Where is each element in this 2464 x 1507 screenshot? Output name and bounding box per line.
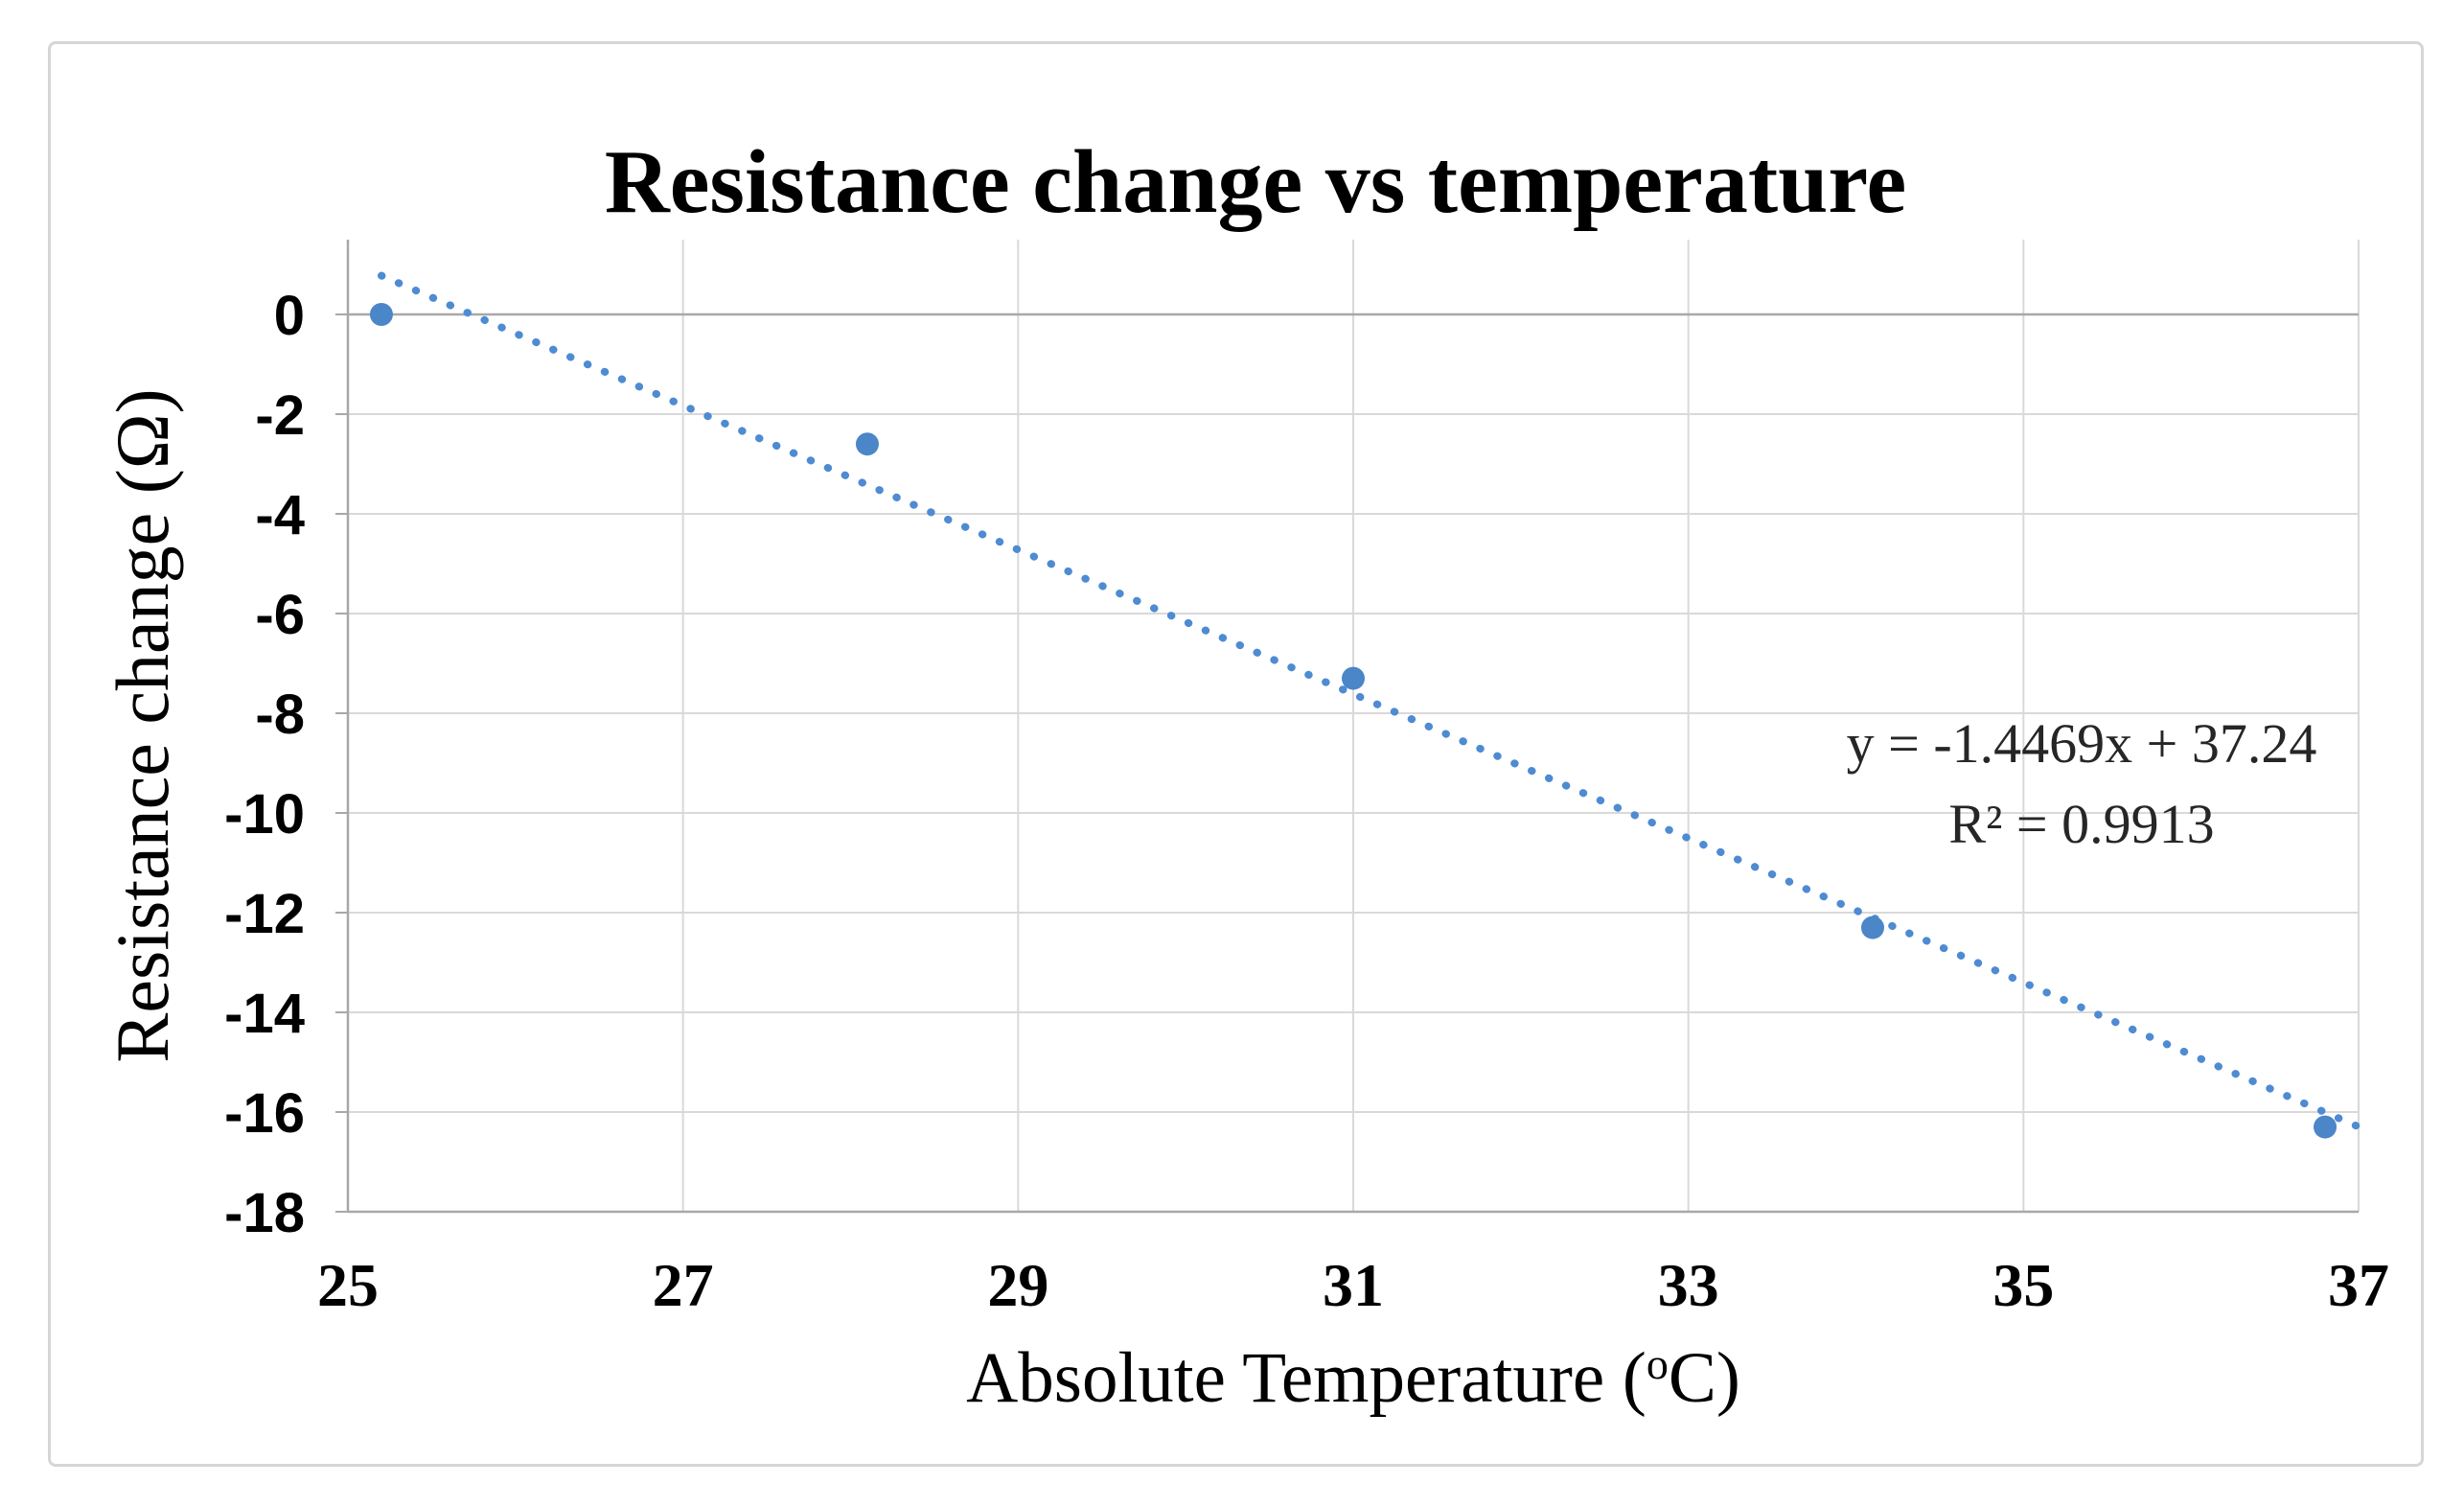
y-tick-label--16: -16 (224, 1082, 305, 1145)
x-axis-title: Absolute Temperature (oC) (966, 1338, 1740, 1418)
y-tick-label--6: -6 (255, 584, 305, 646)
y-tick-label--14: -14 (224, 983, 305, 1045)
x-tick-label-35: 35 (1992, 1251, 2054, 1319)
data-point-2 (855, 432, 879, 456)
data-point-3 (1342, 666, 1365, 690)
y-tick-label--4: -4 (255, 484, 305, 546)
trendline-equation-r-squared: R² = 0.9913 (1948, 793, 2215, 855)
chart-frame (48, 41, 2424, 1467)
y-tick-label-0: 0 (274, 285, 305, 347)
y-tick-label--2: -2 (255, 384, 305, 447)
y-axis-title: Resistance change (Ω) (101, 388, 184, 1062)
x-tick-label-37: 37 (2328, 1251, 2389, 1319)
x-tick-label-31: 31 (1323, 1251, 1384, 1319)
trendline (377, 271, 2362, 1131)
trendline-equation-formula: y = -1.4469x + 37.24 (1846, 712, 2317, 775)
trendline-equation: y = -1.4469x + 37.24 R² = 0.9913 (1785, 704, 2379, 865)
x-tick-label-25: 25 (317, 1251, 379, 1319)
y-tick-label--12: -12 (224, 883, 305, 945)
data-point-5 (2314, 1115, 2337, 1139)
data-point-1 (369, 303, 393, 326)
data-point-4 (1860, 916, 1884, 939)
x-tick-label-33: 33 (1658, 1251, 1719, 1319)
y-tick-label--8: -8 (255, 684, 305, 746)
y-tick-label--18: -18 (224, 1182, 305, 1244)
y-tick-label--10: -10 (224, 783, 305, 846)
x-tick-label-27: 27 (653, 1251, 714, 1319)
x-tick-label-29: 29 (987, 1251, 1048, 1319)
chart-title: Resistance change vs temperature (604, 132, 1907, 232)
